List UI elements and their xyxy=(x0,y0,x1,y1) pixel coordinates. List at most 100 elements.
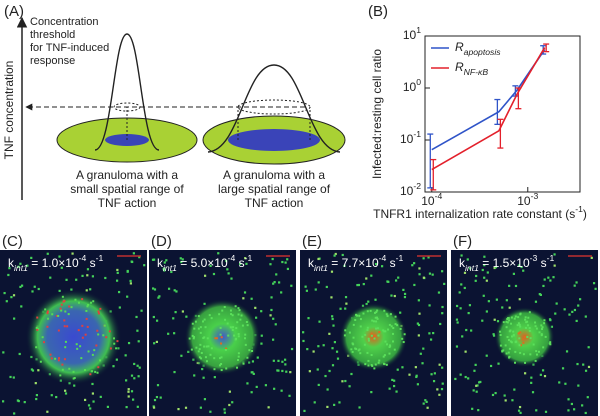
cell-dot xyxy=(51,313,54,316)
rate-label: kint1 = 1.0×10-4 s-1 xyxy=(8,253,104,273)
cell-dot xyxy=(284,358,287,361)
cell-dot xyxy=(428,332,431,335)
cell-dot xyxy=(384,340,387,343)
cell-dot xyxy=(46,312,49,315)
error-bar xyxy=(430,158,437,191)
cell-dot xyxy=(55,314,58,317)
cell-dot xyxy=(509,340,512,343)
cell-dot xyxy=(573,284,576,287)
cell-dot xyxy=(272,359,275,362)
cell-dot xyxy=(129,279,132,283)
cell-dot xyxy=(383,330,386,333)
cell-dot xyxy=(482,294,485,297)
cell-dot xyxy=(439,322,442,326)
cell-dot xyxy=(230,277,233,280)
cell-dot xyxy=(392,327,395,330)
cell-dot xyxy=(218,357,221,360)
cell-dot xyxy=(352,336,355,339)
cell-dot xyxy=(112,365,115,368)
cell-dot xyxy=(225,259,228,263)
cell-dot xyxy=(163,261,166,264)
cell-dot xyxy=(203,398,207,401)
cell-dot xyxy=(237,335,240,338)
cell-dot xyxy=(19,262,22,265)
cell-dot xyxy=(86,268,90,271)
cell-dot xyxy=(102,334,105,337)
cell-dot xyxy=(250,391,253,394)
cell-dot xyxy=(486,271,489,274)
cell-dot xyxy=(185,315,188,318)
cell-dot xyxy=(358,314,361,317)
cell-dot xyxy=(50,357,53,360)
cell-dot xyxy=(386,315,389,318)
cell-dot xyxy=(510,341,513,344)
cell-dot xyxy=(203,318,206,321)
cell-dot xyxy=(510,335,513,338)
cell-dot xyxy=(235,327,238,330)
cell-dot xyxy=(495,298,498,301)
cell-dot xyxy=(355,313,358,316)
cell-dot xyxy=(236,321,239,324)
cell-dot xyxy=(508,355,511,358)
cell-dot xyxy=(390,294,393,297)
cell-dot xyxy=(229,326,232,329)
legend-subscript: apoptosis xyxy=(464,47,502,57)
cell-dot xyxy=(512,272,516,275)
cell-dot xyxy=(116,340,119,343)
cell-dot xyxy=(237,352,240,355)
cell-dot xyxy=(213,368,216,371)
panel-label: (E) xyxy=(302,233,322,250)
cell-dot xyxy=(422,257,425,260)
cell-dot xyxy=(89,373,92,376)
cell-dot xyxy=(403,333,406,336)
cell-dot xyxy=(395,390,398,393)
cell-dot xyxy=(242,362,245,365)
cell-dot xyxy=(226,322,229,325)
cell-dot xyxy=(501,350,504,353)
cell-dot xyxy=(370,332,373,335)
cell-dot xyxy=(553,253,556,256)
cell-dot xyxy=(244,257,247,260)
cell-dot xyxy=(152,405,155,408)
cell-dot xyxy=(72,370,75,373)
cell-dot xyxy=(103,324,106,327)
cell-dot xyxy=(89,407,92,410)
cell-dot xyxy=(35,397,38,401)
cell-dot xyxy=(388,323,391,326)
cell-dot xyxy=(66,325,69,328)
cell-dot xyxy=(71,252,74,255)
cell-dot xyxy=(155,395,159,399)
cell-dot xyxy=(125,379,128,382)
cell-dot xyxy=(499,344,502,347)
cell-dot xyxy=(115,347,118,350)
cell-dot xyxy=(393,294,396,298)
cell-dot xyxy=(491,393,495,397)
cell-dot xyxy=(354,319,357,322)
cell-dot xyxy=(499,334,502,337)
cell-dot xyxy=(524,361,527,364)
cell-dot xyxy=(343,334,346,337)
cell-dot xyxy=(370,334,373,337)
cell-dot xyxy=(519,344,522,347)
cell-dot xyxy=(339,307,342,310)
cell-dot xyxy=(91,392,95,395)
cell-dot xyxy=(206,337,209,340)
cell-dot xyxy=(198,348,201,351)
cell-dot xyxy=(95,344,98,347)
cell-dot xyxy=(203,336,206,339)
cell-dot xyxy=(245,321,248,324)
cell-dot xyxy=(438,363,441,366)
cell-dot xyxy=(138,366,141,369)
error-bar xyxy=(427,133,434,189)
cell-dot xyxy=(93,349,96,352)
cell-dot xyxy=(428,304,431,307)
cell-dot xyxy=(18,352,21,356)
cell-dot xyxy=(394,323,397,326)
cell-dot xyxy=(304,285,307,288)
cell-dot xyxy=(10,296,13,299)
cell-dot xyxy=(396,368,399,371)
cell-dot xyxy=(512,334,515,337)
cell-dot xyxy=(332,324,335,327)
cell-dot xyxy=(366,310,369,313)
cell-dot xyxy=(394,279,398,282)
